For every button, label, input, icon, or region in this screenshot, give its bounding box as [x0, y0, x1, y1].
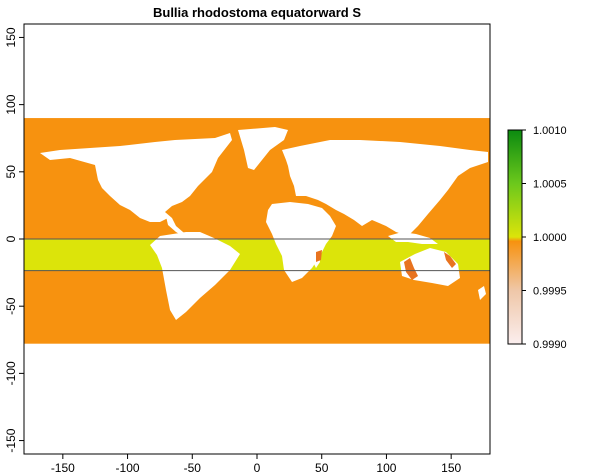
x-tick-label: 0 [254, 461, 261, 472]
y-tick-label: 100 [4, 94, 18, 114]
y-tick-label: -100 [4, 361, 18, 385]
y-tick-label: 0 [4, 235, 18, 242]
land-north-america [40, 133, 232, 222]
land-central-america [165, 212, 190, 238]
legend-label: 1.0010 [533, 125, 567, 137]
legend-colorbar [507, 129, 523, 345]
legend-label: 0.9995 [533, 286, 567, 298]
land-eurasia [282, 140, 488, 236]
highlight-australia-east [444, 252, 456, 268]
land-masses [24, 127, 490, 454]
highlight-australia-west [404, 258, 418, 280]
y-tick-label: -150 [4, 428, 18, 452]
land-south-america [150, 232, 240, 320]
x-tick-label: -150 [51, 461, 75, 472]
chart-title: Bullia rhodostoma equatorward S [152, 5, 362, 20]
color-legend: 1.0010 1.0005 1.0000 0.9995 0.9990 [507, 125, 567, 351]
x-tick-label: 100 [376, 461, 396, 472]
land-africa [266, 202, 336, 282]
highlight-africa-east [316, 250, 322, 262]
y-tick-label: -50 [4, 297, 18, 315]
legend-label: 1.0000 [533, 232, 567, 244]
legend-label: 0.9990 [533, 339, 567, 351]
land-greenland [238, 127, 288, 170]
land-antarctica [24, 343, 490, 454]
y-tick-label: 50 [4, 165, 18, 179]
x-tick-label: -50 [184, 461, 202, 472]
legend-label: 1.0005 [533, 179, 567, 191]
x-tick-label: -100 [116, 461, 140, 472]
y-axis: -150 -100 -50 0 50 100 150 [4, 27, 24, 453]
land-indonesia [388, 232, 438, 244]
x-tick-label: 50 [315, 461, 329, 472]
land-new-zealand [478, 286, 486, 300]
x-tick-label: 150 [441, 461, 461, 472]
y-tick-label: 150 [4, 27, 18, 47]
x-axis: -150 -100 -50 0 50 100 150 [51, 454, 461, 472]
